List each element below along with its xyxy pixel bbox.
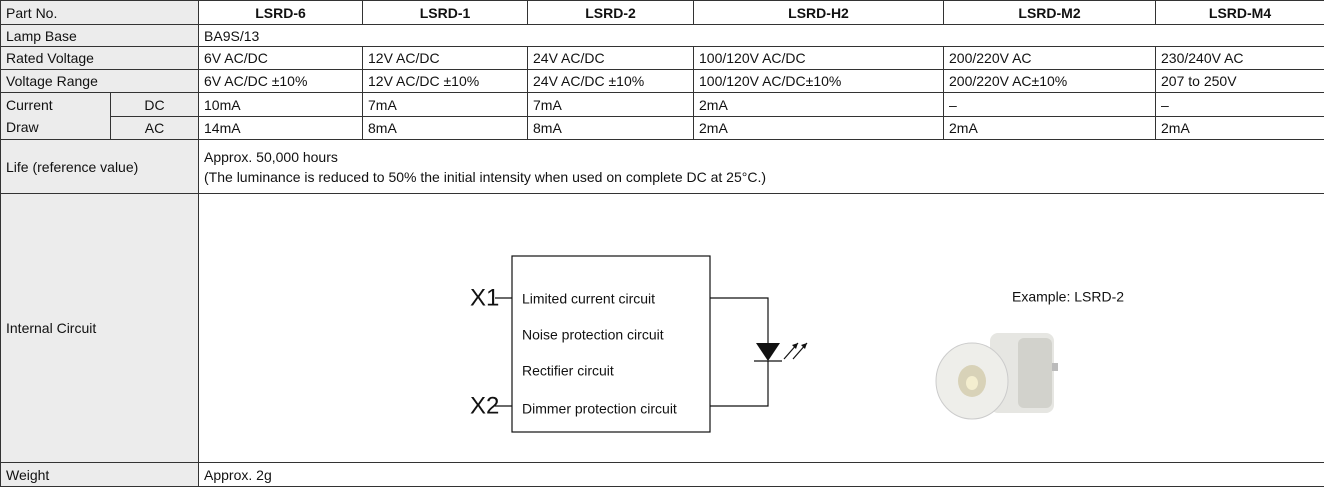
row-label: Internal Circuit <box>1 194 199 463</box>
row-label: Voltage Range <box>1 70 199 93</box>
cell: – <box>1156 93 1324 117</box>
cell: 10mA <box>199 93 363 117</box>
cell: 24V AC/DC ±10% <box>528 70 694 93</box>
life-line: Approx. 50,000 hours <box>204 147 1319 167</box>
life-line: (The luminance is reduced to 50% the ini… <box>204 167 1319 187</box>
sub-label: AC <box>111 117 199 140</box>
part-number: LSRD-6 <box>199 1 363 25</box>
cell: 200/220V AC±10% <box>944 70 1156 93</box>
part-number: LSRD-2 <box>528 1 694 25</box>
cell: 7mA <box>363 93 528 117</box>
row-label: Current Draw <box>6 94 66 138</box>
cell: 2mA <box>694 93 944 117</box>
weight-row: Weight Approx. 2g <box>1 463 1324 487</box>
cell: 12V AC/DC ±10% <box>363 70 528 93</box>
life-cell: Approx. 50,000 hours (The luminance is r… <box>199 140 1324 194</box>
cell: – <box>944 93 1156 117</box>
voltage-range-row: Voltage Range 6V AC/DC ±10% 12V AC/DC ±1… <box>1 70 1324 93</box>
circuit-row: Internal Circuit <box>1 194 1324 463</box>
row-label: Lamp Base <box>1 25 199 47</box>
current-ac-row: AC 14mA 8mA 8mA 2mA 2mA 2mA <box>1 117 1324 140</box>
current-dc-row: Current Draw DC 10mA 7mA 7mA 2mA – – <box>1 93 1324 117</box>
cell: 200/220V AC <box>944 47 1156 70</box>
part-number: LSRD-M4 <box>1156 1 1324 25</box>
cell: Approx. 2g <box>199 463 1324 487</box>
part-number: LSRD-1 <box>363 1 528 25</box>
cell: 7mA <box>528 93 694 117</box>
header-label: Part No. <box>1 1 199 25</box>
cell: 14mA <box>199 117 363 140</box>
cell: 6V AC/DC ±10% <box>199 70 363 93</box>
rated-voltage-row: Rated Voltage 6V AC/DC 12V AC/DC 24V AC/… <box>1 47 1324 70</box>
part-number: LSRD-M2 <box>944 1 1156 25</box>
part-number: LSRD-H2 <box>694 1 944 25</box>
cell: 8mA <box>528 117 694 140</box>
cell: 6V AC/DC <box>199 47 363 70</box>
spec-sheet: Part No. LSRD-6 LSRD-1 LSRD-2 LSRD-H2 LS… <box>0 0 1324 486</box>
life-row: Life (reference value) Approx. 50,000 ho… <box>1 140 1324 194</box>
lamp-base-row: Lamp Base BA9S/13 <box>1 25 1324 47</box>
cell: 100/120V AC/DC <box>694 47 944 70</box>
cell: 207 to 250V <box>1156 70 1324 93</box>
cell: 100/120V AC/DC±10% <box>694 70 944 93</box>
cell: 2mA <box>944 117 1156 140</box>
cell: 24V AC/DC <box>528 47 694 70</box>
row-label: Rated Voltage <box>1 47 199 70</box>
cell: 2mA <box>694 117 944 140</box>
row-label-cell: Current Draw <box>1 93 111 140</box>
cell: 8mA <box>363 117 528 140</box>
cell: 2mA <box>1156 117 1324 140</box>
sub-label: DC <box>111 93 199 117</box>
cell: 230/240V AC <box>1156 47 1324 70</box>
cell: BA9S/13 <box>199 25 1324 47</box>
header-row: Part No. LSRD-6 LSRD-1 LSRD-2 LSRD-H2 LS… <box>1 1 1324 25</box>
spec-table: Part No. LSRD-6 LSRD-1 LSRD-2 LSRD-H2 LS… <box>0 0 1324 487</box>
circuit-cell <box>199 194 1324 463</box>
row-label: Weight <box>1 463 199 487</box>
cell: 12V AC/DC <box>363 47 528 70</box>
row-label: Life (reference value) <box>1 140 199 194</box>
